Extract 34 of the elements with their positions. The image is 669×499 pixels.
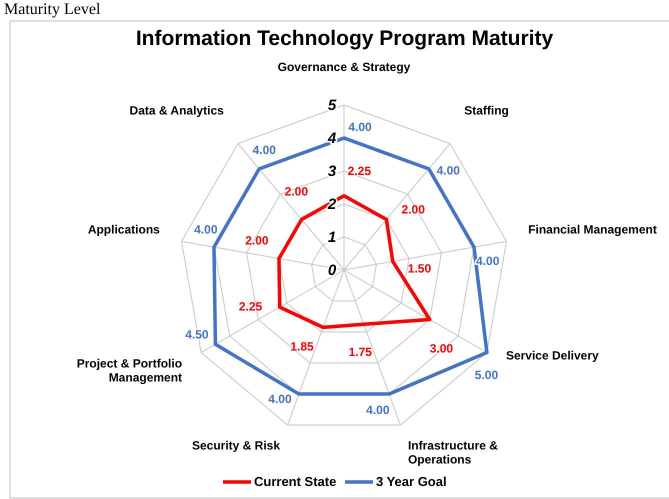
y-tick-label: 3 — [328, 163, 337, 180]
data-label: 5.00 — [474, 368, 498, 382]
data-label: 4.50 — [185, 327, 209, 342]
data-label: 1.50 — [408, 261, 432, 276]
data-label: 2.00 — [245, 233, 269, 248]
spoke-label: Governance & Strategy — [278, 60, 411, 74]
data-label: 4.00 — [348, 120, 372, 134]
spoke-label: Staffing — [464, 104, 509, 118]
data-label: 4.00 — [252, 143, 276, 158]
chart-title: Information Technology Program Maturity — [136, 27, 554, 50]
legend-label: 3 Year Goal — [376, 474, 447, 489]
data-label: 2.00 — [284, 184, 308, 198]
data-label: 4.00 — [194, 222, 218, 236]
data-label: 1.85 — [290, 339, 314, 354]
data-label: 2.00 — [402, 202, 426, 216]
text: Maturity Level — [4, 1, 101, 18]
data-label: 4.00 — [366, 402, 390, 417]
y-tick-label: 0 — [328, 262, 337, 279]
data-label: 2.25 — [348, 164, 372, 178]
y-tick-label: 5 — [328, 97, 337, 114]
data-label: 2.25 — [238, 299, 263, 314]
spoke-label: Data & Analytics — [130, 104, 224, 118]
spoke-label: Infrastructure & Operations — [408, 438, 498, 467]
y-tick-label: 1 — [328, 229, 336, 246]
spoke-label: Security & Risk — [192, 438, 280, 453]
data-label: 4.00 — [436, 164, 460, 178]
spoke-label: Applications — [88, 222, 160, 237]
spoke-label: Project & Portfolio Management — [76, 356, 182, 384]
data-label: 3.00 — [430, 341, 454, 356]
data-label: 1.75 — [348, 345, 372, 360]
legend-label: Current State — [254, 474, 336, 489]
spoke-label: Service Delivery — [506, 348, 600, 362]
data-label: 4.00 — [268, 392, 292, 406]
spoke-label: Financial Management — [528, 222, 657, 237]
